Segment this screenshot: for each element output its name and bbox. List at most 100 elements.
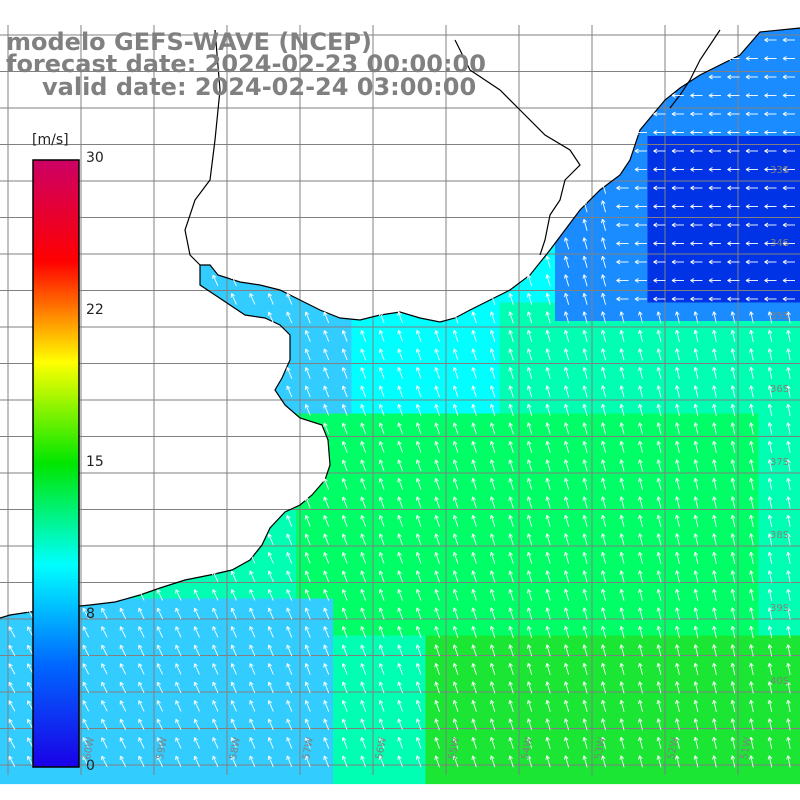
wind-speed-cell xyxy=(666,413,686,433)
wind-speed-cell xyxy=(536,765,556,785)
wind-arrow xyxy=(526,440,533,453)
wind-speed-cell xyxy=(795,191,800,211)
wind-arrow xyxy=(782,185,795,191)
wind-speed-cell xyxy=(592,376,612,396)
wind-speed-cell xyxy=(647,654,667,674)
wind-speed-cell xyxy=(777,321,797,341)
wind-speed-cell xyxy=(721,469,741,489)
wind-speed-cell xyxy=(758,136,778,156)
wind-speed-cell xyxy=(647,358,667,378)
wind-arrow xyxy=(304,385,311,398)
wind-speed-cell xyxy=(592,191,612,211)
wind-arrow xyxy=(764,130,777,135)
wind-speed-cell xyxy=(536,487,556,507)
wind-speed-cell xyxy=(610,284,630,304)
wind-arrow xyxy=(304,311,311,324)
wind-arrow xyxy=(230,293,237,305)
wind-speed-cell xyxy=(758,117,778,137)
wind-speed-cell xyxy=(684,432,704,452)
wind-arrow xyxy=(727,111,740,117)
wind-speed-cell xyxy=(610,635,630,655)
wind-arrow xyxy=(323,478,330,490)
wind-speed-cell xyxy=(703,654,723,674)
wind-arrow xyxy=(619,385,625,398)
wind-speed-cell xyxy=(684,358,704,378)
wind-speed-cell xyxy=(610,358,630,378)
wind-arrow xyxy=(304,367,311,379)
wind-speed-cell xyxy=(777,672,797,692)
wind-arrow xyxy=(782,204,795,209)
wind-speed-cell xyxy=(777,617,797,637)
wind-arrow xyxy=(764,204,777,209)
wind-arrow xyxy=(749,422,754,435)
wind-arrow xyxy=(693,348,699,361)
wind-speed-cell xyxy=(555,395,575,415)
wind-speed-cell xyxy=(592,265,612,285)
wind-speed-cell xyxy=(666,376,686,396)
wind-speed-cell xyxy=(647,524,667,544)
wind-speed-cell xyxy=(721,765,741,785)
wind-arrow xyxy=(601,237,607,250)
wind-speed-cell xyxy=(777,376,797,396)
wind-speed-cell xyxy=(758,672,778,692)
wind-speed-cell xyxy=(647,469,667,489)
wind-speed-cell xyxy=(555,265,575,285)
wind-speed-cell xyxy=(573,580,593,600)
wind-speed-cell xyxy=(666,506,686,526)
wind-arrow xyxy=(434,366,440,379)
wind-speed-cell xyxy=(444,654,464,674)
wind-speed-cell xyxy=(684,136,704,156)
wind-speed-cell xyxy=(740,284,760,304)
wind-speed-cell xyxy=(536,598,556,618)
wind-speed-cell xyxy=(536,524,556,544)
wind-speed-cell xyxy=(610,228,630,248)
wind-speed-cell xyxy=(758,358,778,378)
wind-arrow xyxy=(378,385,385,398)
wind-speed-cell xyxy=(758,654,778,674)
wind-arrow xyxy=(360,367,367,379)
wind-arrow xyxy=(564,292,570,305)
wind-speed-cell xyxy=(481,524,501,544)
wind-speed-cell xyxy=(573,247,593,267)
wind-speed-cell xyxy=(573,413,593,433)
wind-speed-cell xyxy=(37,765,57,785)
wind-arrow xyxy=(786,403,791,416)
wind-arrow xyxy=(452,385,459,398)
wind-speed-cell xyxy=(740,265,760,285)
wind-speed-cell xyxy=(666,432,686,452)
wind-speed-cell xyxy=(444,358,464,378)
wind-arrow xyxy=(708,259,721,265)
wind-arrow xyxy=(730,440,736,453)
wind-speed-cell xyxy=(481,376,501,396)
wind-arrow xyxy=(767,440,773,453)
wind-arrow xyxy=(508,311,514,324)
wind-speed-cell xyxy=(462,765,482,785)
wind-arrow xyxy=(434,403,440,416)
wind-arrow xyxy=(378,404,385,416)
wind-speed-cell xyxy=(592,284,612,304)
wind-speed-cell xyxy=(555,469,575,489)
wind-arrow xyxy=(601,385,607,398)
wind-arrow xyxy=(764,222,777,228)
wind-speed-cell xyxy=(499,746,519,766)
latitude-label: 39S xyxy=(770,603,789,614)
wind-arrow xyxy=(656,348,662,361)
wind-arrow xyxy=(653,185,666,191)
wind-arrow xyxy=(616,259,629,265)
wind-speed-cell xyxy=(592,598,612,618)
wind-speed-cell xyxy=(481,450,501,470)
wind-speed-cell xyxy=(758,561,778,581)
wind-speed-cell xyxy=(573,635,593,655)
wind-arrow xyxy=(730,422,736,435)
wind-arrow xyxy=(745,259,758,265)
wind-speed-cell xyxy=(481,321,501,341)
wind-speed-cell xyxy=(777,191,797,211)
wind-speed-cell xyxy=(499,691,519,711)
wind-speed-cell xyxy=(684,580,704,600)
latitude-label: 36S xyxy=(770,384,789,395)
wind-arrow xyxy=(764,241,777,246)
wind-arrow xyxy=(323,330,330,342)
wind-arrow xyxy=(323,367,330,379)
wind-speed-cell xyxy=(610,506,630,526)
wind-speed-cell xyxy=(499,339,519,359)
